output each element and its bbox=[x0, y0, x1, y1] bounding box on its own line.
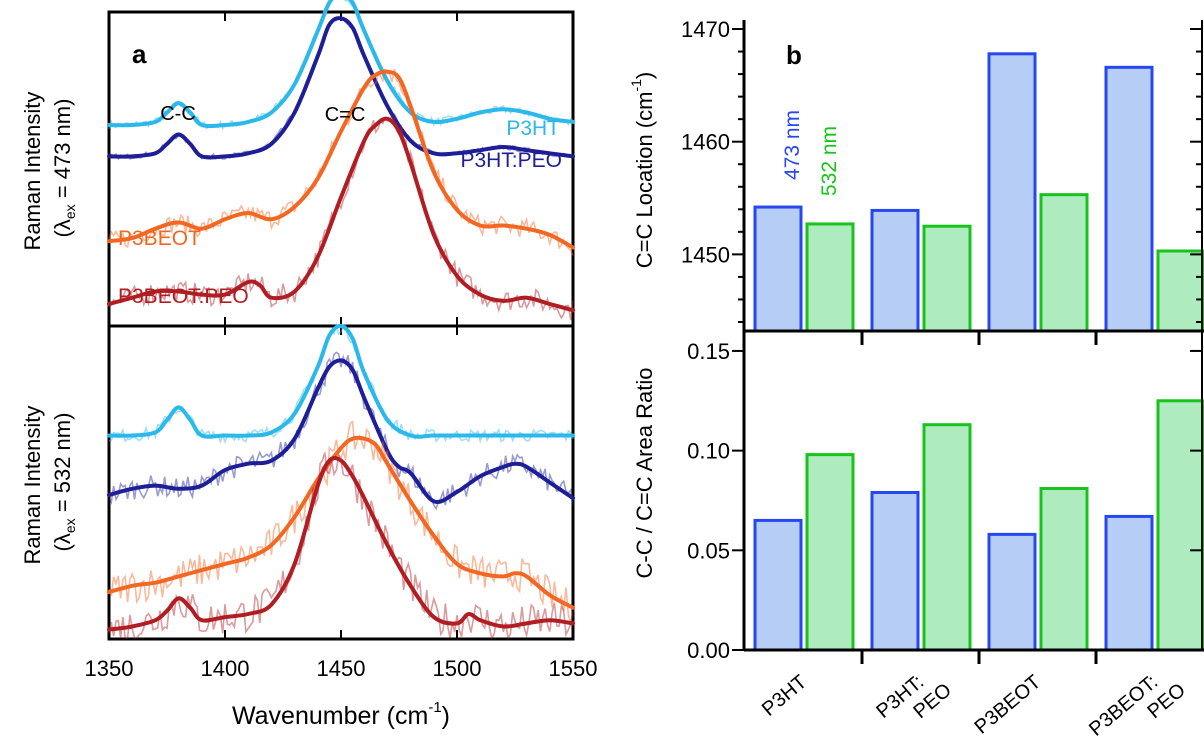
x-tick-label: 1400 bbox=[201, 656, 250, 681]
label-p3beot-peo: P3BEOT:PEO bbox=[118, 285, 249, 308]
x-tick-label: 1350 bbox=[85, 656, 134, 681]
panel-b-axes bbox=[732, 20, 1204, 664]
raw-trace-p3ht-peo bbox=[109, 16, 574, 161]
y-tick-label: 1450 bbox=[681, 242, 730, 267]
category-label-3: P3BEOT:PEO bbox=[1085, 671, 1190, 741]
fit-trace-p3ht bbox=[107, 323, 575, 439]
fit-trace-p3beot bbox=[107, 435, 575, 610]
y-tick-label: 0.10 bbox=[687, 439, 730, 464]
bar-532nm-0 bbox=[805, 222, 855, 333]
fit-trace-p3ht-peo bbox=[107, 16, 575, 160]
category-label-0: P3HT bbox=[758, 671, 811, 721]
annotation-ceqc: C=C bbox=[325, 104, 366, 126]
category-label-line: P3HT bbox=[758, 671, 811, 721]
panel-b-top-bars bbox=[753, 52, 1204, 333]
label-p3beot: P3BEOT bbox=[118, 227, 201, 250]
panel-a-bottom-traces bbox=[107, 322, 575, 641]
panel-a-bottom-frame bbox=[107, 324, 575, 641]
fit-trace-p3beot-peo bbox=[107, 116, 575, 313]
panel-a-x-tick-labels: 1350 1400 1450 1500 1550 bbox=[85, 656, 598, 681]
fit-trace-p3ht-peo bbox=[107, 358, 575, 504]
panel-b-bottom-bars bbox=[753, 399, 1204, 652]
fit-trace-p3beot bbox=[107, 69, 575, 250]
raw-trace-p3beot bbox=[108, 420, 574, 625]
panel-a-bottom-ticks bbox=[108, 326, 574, 639]
bar-532nm-1 bbox=[922, 224, 972, 333]
x-tick-label: 1450 bbox=[317, 656, 366, 681]
raw-trace-p3beot-peo bbox=[108, 452, 574, 641]
bar-532nm-2 bbox=[1039, 487, 1089, 652]
y-tick-label: 1470 bbox=[681, 17, 730, 42]
bar-473nm-1 bbox=[870, 208, 920, 333]
y-tick-label: 0.05 bbox=[687, 538, 730, 563]
bar-532nm-3 bbox=[1156, 399, 1204, 652]
bar-473nm-3 bbox=[1104, 65, 1154, 333]
label-p3ht: P3HT bbox=[506, 117, 560, 140]
y-tick-label: 0.00 bbox=[687, 638, 730, 663]
category-label-line: P3BEOT bbox=[971, 671, 1046, 739]
bar-532nm-2 bbox=[1039, 193, 1089, 333]
category-label-2: P3BEOT bbox=[971, 671, 1046, 739]
panel-b-top-ylabel: C=C Location (cm-1) bbox=[628, 72, 657, 268]
panel-a-top-traces bbox=[107, 0, 575, 321]
bar-532nm-0 bbox=[805, 453, 855, 652]
category-label-1: P3HT:PEO bbox=[872, 671, 956, 723]
bar-473nm-0 bbox=[753, 518, 803, 652]
panel-b-bottom-ylabel: C-C / C=C Area Ratio bbox=[632, 368, 657, 579]
panel-b-category-labels: P3HT P3HT:PEO P3BEOT P3BEOT:PEO bbox=[758, 671, 1190, 741]
panel-b: 1450 1460 1470 0.00 0.05 0.10 0.15 P3HT P3HT:PE… bbox=[628, 17, 1204, 741]
panel-a-bottom-ylabel: Raman Intensity (λex = 532 nm) bbox=[20, 399, 78, 564]
panel-b-label: b bbox=[786, 40, 802, 70]
panel-b-tick-labels: 1450 1460 1470 0.00 0.05 0.10 0.15 bbox=[681, 17, 730, 663]
bar-473nm-2 bbox=[987, 532, 1037, 652]
y-tick-label: 1460 bbox=[681, 130, 730, 155]
panel-a-label: a bbox=[132, 39, 147, 69]
bar-532nm-1 bbox=[922, 423, 972, 652]
bar-473nm-2 bbox=[987, 52, 1037, 333]
label-532nm: 532 nm bbox=[818, 126, 841, 196]
fit-trace-p3beot-peo bbox=[107, 456, 575, 632]
bar-473nm-1 bbox=[870, 490, 920, 652]
panel-a-top-ylabel: Raman Intensity (λex = 473 nm) bbox=[20, 85, 78, 250]
raw-trace-p3ht-peo bbox=[108, 351, 574, 511]
y-tick-label: 0.15 bbox=[687, 339, 730, 364]
panel-a: 1350 1400 1450 1500 1550 a C-C C=C P3HT P3HT… bbox=[20, 0, 597, 730]
raw-trace-p3ht bbox=[108, 322, 574, 445]
bar-473nm-0 bbox=[753, 205, 803, 333]
bar-532nm-3 bbox=[1156, 249, 1204, 333]
label-p3ht-peo: P3HT:PEO bbox=[460, 149, 562, 172]
panel-a-x-axis-label: Wavenumber (cm-1) bbox=[232, 699, 450, 730]
x-tick-label: 1550 bbox=[549, 656, 598, 681]
label-473nm: 473 nm bbox=[781, 110, 804, 180]
annotation-cc: C-C bbox=[160, 103, 196, 125]
x-tick-label: 1500 bbox=[433, 656, 482, 681]
fit-trace-p3ht bbox=[107, 0, 575, 129]
bar-473nm-3 bbox=[1104, 514, 1154, 652]
